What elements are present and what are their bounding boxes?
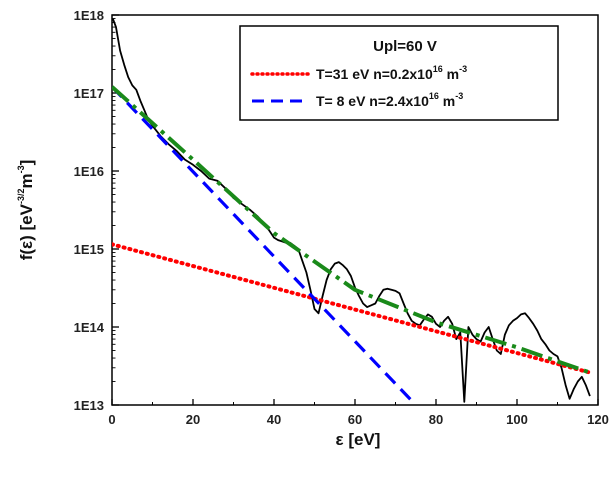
y-tick-label: 1E17 xyxy=(74,86,104,101)
legend-entry-2-mid: m xyxy=(439,93,455,109)
y-tick-label: 1E13 xyxy=(74,398,104,413)
legend-entry-1-main: T=31 eV n=0.2x10 xyxy=(316,66,433,82)
x-tick-label: 20 xyxy=(186,412,200,427)
series-layer xyxy=(112,18,592,405)
x-axis-ticks: 0 20 40 60 80 100 120 xyxy=(108,399,609,427)
y-axis-label: f(ε) [eV-3/2m-3] xyxy=(16,160,36,261)
y-tick-label: 1E15 xyxy=(74,242,104,257)
legend-title: Upl=60 V xyxy=(373,38,437,55)
legend-entry-1-mid: m xyxy=(443,66,459,82)
x-tick-label: 0 xyxy=(108,412,115,427)
legend-entry-2-sup2: -3 xyxy=(455,91,463,101)
legend-entry-2-main: T= 8 eV n=2.4x10 xyxy=(316,93,429,109)
series-line-solid xyxy=(112,18,591,403)
legend: Upl=60 V T=31 eV n=0.2x1016 m-3 T= 8 eV … xyxy=(239,25,559,121)
x-tick-label: 60 xyxy=(348,412,362,427)
legend-entry-1-sup2: -3 xyxy=(459,64,467,74)
legend-entry-2: T= 8 eV n=2.4x1016 m-3 xyxy=(316,91,463,109)
x-tick-label: 120 xyxy=(587,412,609,427)
x-axis-label: ε [eV] xyxy=(336,430,381,449)
series-line-dashed xyxy=(112,85,417,405)
y-axis-label-end: ] xyxy=(17,160,36,166)
legend-entry-1: T=31 eV n=0.2x1016 m-3 xyxy=(316,64,467,82)
legend-entry-1-sup1: 16 xyxy=(433,64,443,74)
y-axis-label-sup1: -3/2 xyxy=(16,189,26,205)
y-tick-label: 1E14 xyxy=(74,320,105,335)
series-line-dash-dot xyxy=(112,85,591,375)
y-axis-label-sup2: -3 xyxy=(16,165,26,173)
y-axis-label-mid: m xyxy=(17,173,36,188)
y-axis-ticks: 1E13 1E14 1E15 1E16 1E17 1E18 xyxy=(74,8,119,413)
x-tick-label: 80 xyxy=(429,412,443,427)
x-tick-label: 40 xyxy=(267,412,281,427)
series-line-dotted xyxy=(112,242,592,375)
y-tick-label: 1E16 xyxy=(74,164,104,179)
y-tick-label: 1E18 xyxy=(74,8,104,23)
x-tick-label: 100 xyxy=(506,412,528,427)
legend-entry-2-sup1: 16 xyxy=(429,91,439,101)
y-axis-label-main: f(ε) [eV xyxy=(17,203,36,260)
